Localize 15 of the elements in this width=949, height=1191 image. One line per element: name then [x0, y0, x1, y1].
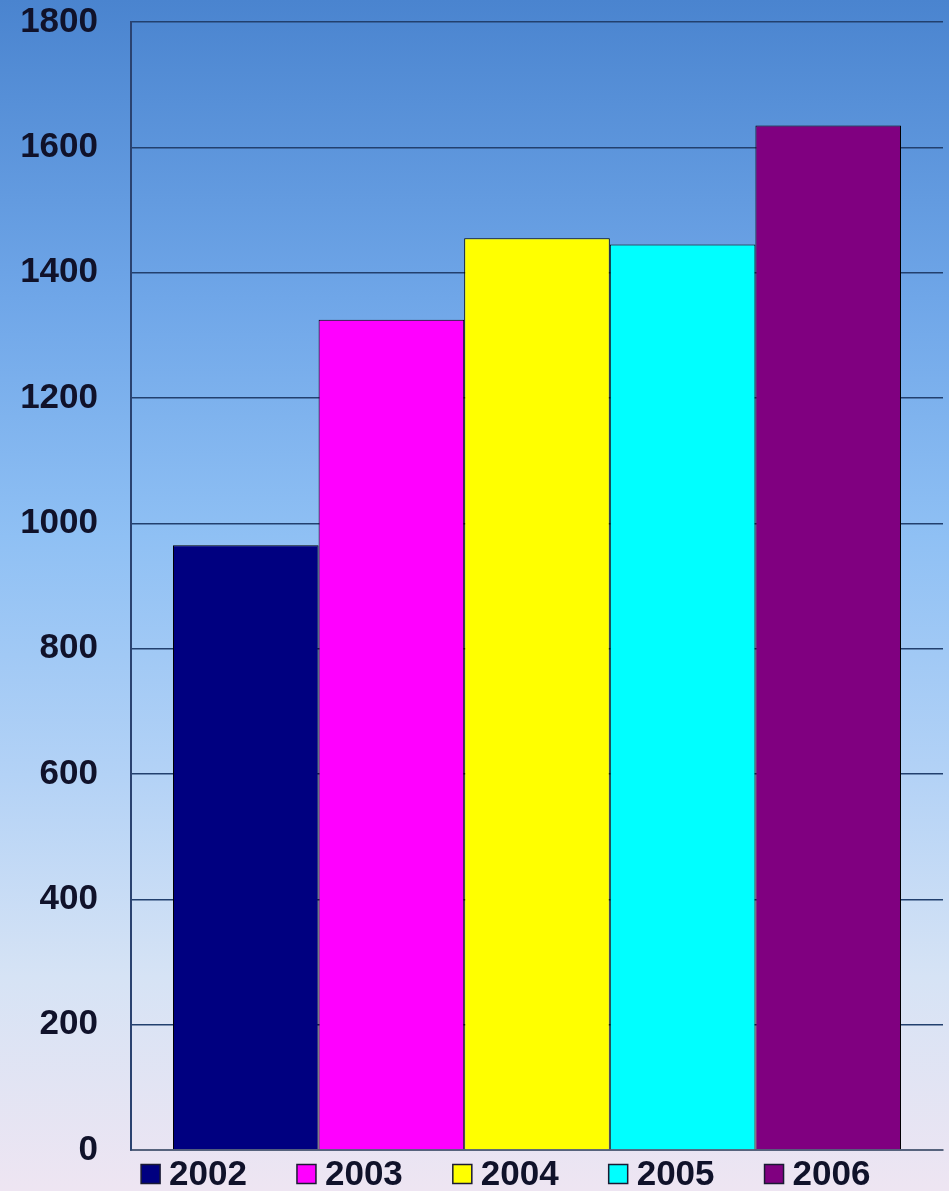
legend-label: 2006 [792, 1152, 871, 1191]
y-tick-label: 200 [39, 1002, 98, 1042]
y-tick-label: 1600 [20, 124, 98, 164]
y-tick-label: 1800 [20, 0, 98, 39]
legend-label: 2002 [169, 1152, 247, 1191]
y-tick-label: 0 [78, 1127, 98, 1167]
y-tick-label: 800 [39, 626, 98, 666]
legend-label: 2004 [480, 1152, 560, 1191]
y-tick-label: 1200 [20, 375, 98, 415]
y-tick-label: 1000 [20, 500, 98, 540]
legend-label: 2005 [636, 1152, 715, 1191]
legend-label: 2003 [324, 1152, 403, 1191]
y-tick-label: 400 [39, 876, 98, 916]
y-tick-label: 1400 [20, 250, 98, 290]
y-tick-label: 600 [39, 751, 98, 791]
